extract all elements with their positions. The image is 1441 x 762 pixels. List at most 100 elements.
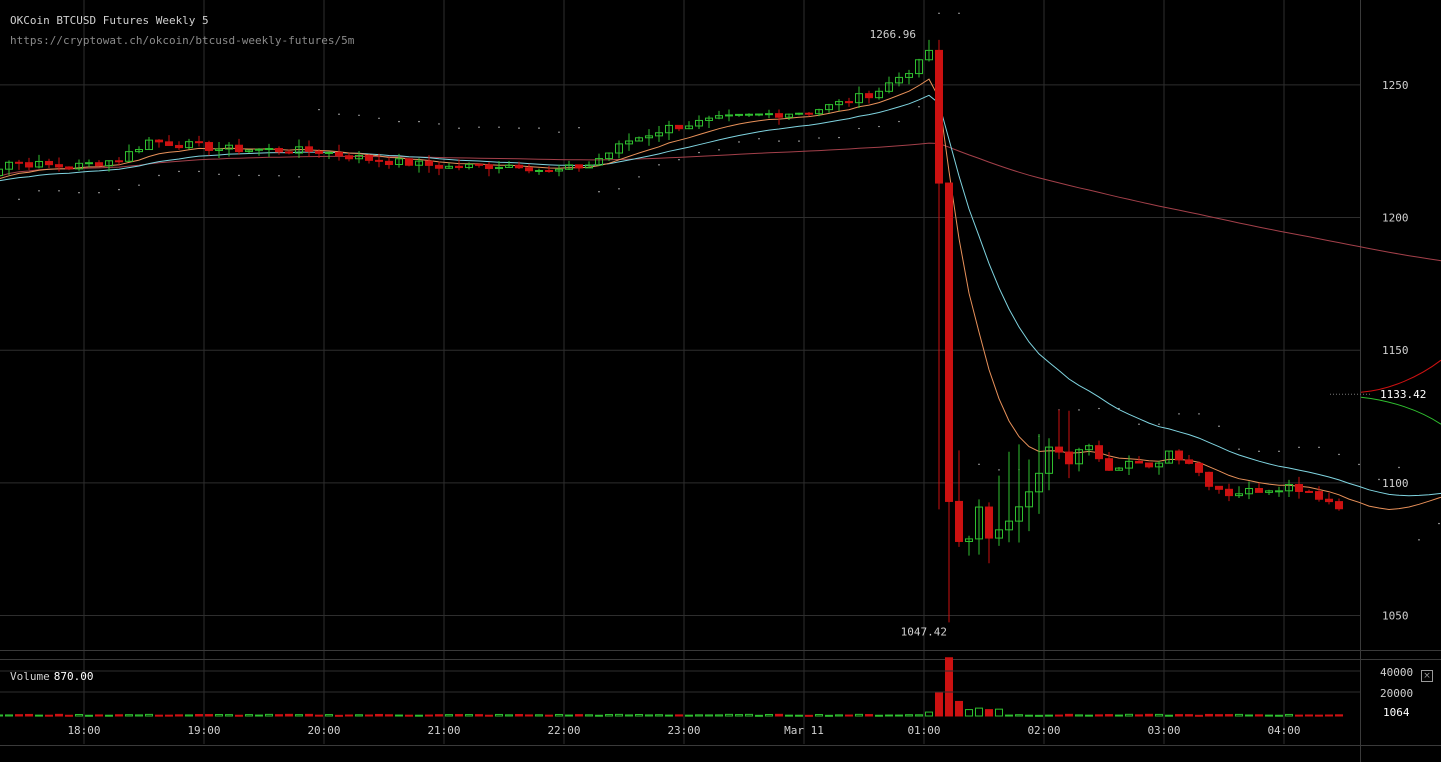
indicator-dot [118,188,120,191]
candle-body [705,117,713,121]
candle-body [1225,488,1233,497]
candle-body [525,167,533,172]
indicator-dot [1298,446,1300,449]
volume-bar [215,714,223,717]
volume-bar [1255,714,1263,717]
x-tick-label: 21:00 [427,724,460,737]
indicator-dot [78,192,80,194]
volume-bar [975,707,983,717]
y-tick-label: 1250 [1382,79,1409,92]
volume-bar [355,714,363,717]
indicator-dot [638,176,640,178]
candle-body [565,164,573,170]
indicator-dot [38,190,40,192]
volume-bar [1215,714,1223,717]
indicator-dot [1398,466,1400,469]
candle-body [0,168,3,177]
indicator-dot [458,127,460,129]
indicator-dot [1158,423,1160,425]
candle-body [1115,467,1123,471]
volume-bar [1185,714,1193,717]
close-volume-pane-button[interactable]: × [1421,670,1433,682]
volume-bar [385,714,393,717]
indicator-dot [758,138,760,140]
volume-bar [735,714,743,717]
candle-body [1045,446,1053,474]
volume-legend: Volume 870.00 [10,670,94,683]
candle-body [25,162,33,168]
candle-body [865,93,873,99]
candle-body [1075,449,1083,465]
candle-body [385,160,393,166]
volume-bar [1135,714,1143,717]
volume-bar [1075,714,1083,717]
candle-body [925,49,933,61]
indicator-dot [598,191,600,193]
candle-body [1305,490,1313,493]
candle-body [55,164,63,168]
candle-body [715,115,723,119]
candle-body [1285,484,1293,492]
candle-body [485,164,493,170]
candle-body [1065,451,1073,465]
candle-body [155,139,163,143]
indicator-dot [278,175,280,177]
volume-bar [725,713,733,717]
volume-tick-label: 1064 [1383,706,1410,719]
volume-bar [655,714,663,717]
candle-body [245,149,253,153]
volume-bar [165,714,173,717]
volume-bar [375,713,383,717]
candle-body [1105,458,1113,471]
chart-url[interactable]: https://cryptowat.ch/okcoin/btcusd-weekl… [10,34,355,47]
volume-bar [325,714,333,717]
volume-bar [835,714,843,717]
candle-body [1135,460,1143,464]
volume-bar [905,714,913,717]
indicator-dot [298,176,300,178]
candle-body [625,140,633,145]
volume-bar [205,714,213,717]
indicator-dot [858,127,860,130]
volume-bar [125,714,133,717]
candle-body [85,162,93,165]
x-tick-label: 18:00 [67,724,100,737]
indicator-dot [778,140,780,142]
candle-body [1125,460,1133,469]
volume-bar [425,714,433,717]
volume-bar [505,714,513,717]
candle-body [995,529,1003,539]
indicator-dot [218,173,220,176]
indicator-dot [1438,522,1440,525]
candle-body [685,125,693,130]
volume-bar [1335,714,1343,717]
indicator-dot [1238,448,1240,450]
candle-body [65,166,73,170]
indicator-dot [1118,407,1120,410]
volume-bar [845,714,853,717]
x-tick-label: 03:00 [1147,724,1180,737]
candle-body [605,152,613,160]
volume-bar [865,714,873,717]
candle-body [765,113,773,116]
candle-body [1145,462,1153,468]
candle-body [5,161,13,170]
indicator-dot [618,188,620,190]
volume-bar [1085,714,1093,717]
ema-slow-line [0,94,1441,497]
indicator-dot [958,12,960,14]
volume-bar [875,714,883,717]
indicator-dot [138,184,140,186]
indicator-dot [378,117,380,119]
indicator-dot [738,141,740,143]
candle-body [545,169,553,172]
candle-body [885,82,893,92]
candle-body [1245,488,1253,495]
volume-bar [545,714,553,717]
indicator-dot [318,108,320,111]
volume-bar [575,714,583,717]
volume-tick-label: 40000 [1380,666,1413,679]
volume-bar [775,713,783,717]
candle-body [1175,450,1183,461]
